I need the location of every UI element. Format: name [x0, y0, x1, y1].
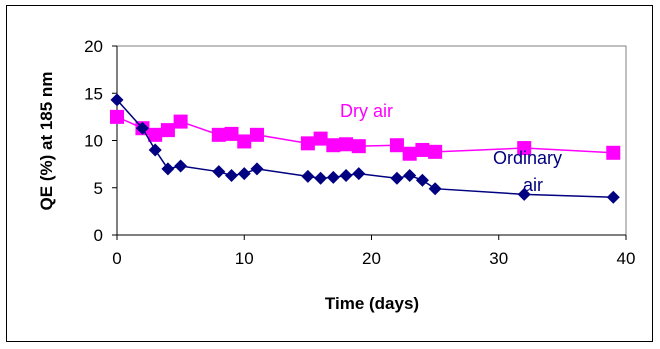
data-point-ordinary-air: [415, 173, 429, 187]
data-point-ordinary-air: [225, 168, 239, 182]
data-point-ordinary-air: [326, 170, 340, 184]
annotation-dry-air: Dry air: [340, 101, 393, 121]
data-point-ordinary-air: [428, 182, 442, 196]
data-point-dry-air: [249, 127, 264, 142]
data-point-dry-air: [211, 127, 226, 142]
data-point-ordinary-air: [250, 162, 264, 176]
annotation-ordinary: Ordinary: [493, 148, 562, 168]
data-point-ordinary-air: [174, 159, 188, 173]
data-point-ordinary-air: [606, 190, 620, 204]
y-axis-title: QE (%) at 185 nm: [37, 72, 56, 211]
data-point-dry-air: [224, 126, 239, 141]
data-point-ordinary-air: [314, 171, 328, 185]
data-point-ordinary-air: [390, 171, 404, 185]
annotation-air: air: [523, 175, 543, 195]
y-tick-label: 15: [84, 84, 103, 103]
data-point-ordinary-air: [161, 162, 175, 176]
y-tick-label: 20: [84, 37, 103, 56]
data-point-ordinary-air: [403, 168, 417, 182]
series-layer: [110, 93, 621, 204]
x-axis-title: Time (days): [325, 294, 419, 313]
data-point-dry-air: [389, 138, 404, 153]
data-point-dry-air: [339, 137, 354, 152]
data-point-ordinary-air: [148, 143, 162, 157]
data-point-ordinary-air: [517, 187, 531, 201]
data-point-dry-air: [351, 139, 366, 154]
data-point-ordinary-air: [237, 167, 251, 181]
data-point-ordinary-air: [135, 121, 149, 135]
x-tick-label: 0: [112, 249, 121, 268]
y-tick-label: 10: [84, 132, 103, 151]
data-point-ordinary-air: [212, 165, 226, 179]
y-tick-label: 0: [94, 226, 103, 245]
data-point-dry-air: [428, 144, 443, 159]
y-tick-label: 5: [94, 179, 103, 198]
data-point-ordinary-air: [301, 169, 315, 183]
data-point-dry-air: [300, 136, 315, 151]
data-point-dry-air: [237, 134, 252, 149]
x-tick-label: 40: [617, 249, 636, 268]
plot-area: [116, 45, 627, 236]
data-point-ordinary-air: [339, 168, 353, 182]
data-point-dry-air: [110, 109, 124, 124]
x-tick-label: 10: [235, 249, 254, 268]
data-point-dry-air: [148, 127, 163, 142]
data-point-dry-air: [313, 131, 328, 146]
axes: 0 5 10 15 20 0 10 20 30 40: [84, 37, 635, 268]
data-point-dry-air: [160, 123, 175, 138]
data-point-dry-air: [173, 114, 188, 129]
data-point-dry-air: [517, 141, 532, 156]
x-tick-label: 30: [489, 249, 508, 268]
data-point-dry-air: [402, 146, 417, 161]
data-point-dry-air: [606, 145, 621, 160]
data-point-dry-air: [415, 142, 430, 157]
x-tick-label: 20: [362, 249, 381, 268]
data-point-ordinary-air: [110, 93, 124, 107]
data-point-dry-air: [326, 138, 341, 153]
data-point-ordinary-air: [352, 167, 366, 181]
